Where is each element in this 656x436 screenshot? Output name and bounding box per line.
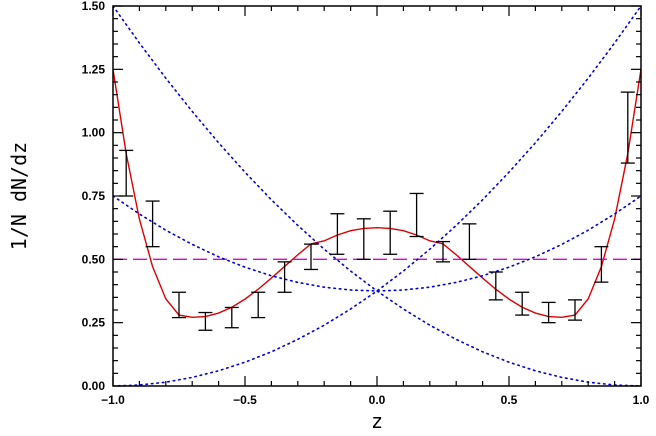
y-tick-label: 0.50	[82, 252, 106, 266]
y-tick-label: 1.25	[82, 62, 106, 76]
tick-label-layer: −1.0 −0.5 0.0 0.5 1.0 0.00 0.25 0.50 0.75 1.00 1.2…	[82, 0, 650, 407]
dotted-curve-1	[113, 6, 641, 386]
errorbar-point	[594, 246, 609, 283]
errorbar-point	[198, 311, 213, 331]
errorbar-point	[436, 240, 450, 263]
errorbar-point	[356, 218, 371, 260]
tick-layer	[112, 5, 642, 387]
y-tick-label: 0.00	[82, 379, 106, 393]
errorbar-point	[304, 243, 318, 271]
errorbar-point	[620, 91, 635, 164]
errorbar-point	[488, 271, 503, 301]
errorbar-point	[330, 213, 345, 255]
errorbar-point	[172, 291, 186, 319]
dotted-curve-2	[113, 6, 641, 386]
x-tick-label: −0.5	[233, 393, 257, 407]
errorbar-point	[383, 210, 398, 255]
x-tick-label: 1.0	[633, 393, 650, 407]
errorbar-point	[409, 192, 424, 238]
y-tick-label: 0.75	[82, 189, 106, 203]
dotted-curve-3	[113, 195, 641, 292]
fit-curve	[113, 69, 641, 319]
errorbar-point	[224, 306, 239, 329]
errorbar-point	[277, 261, 292, 293]
y-tick-label: 1.50	[82, 0, 106, 13]
errorbar-point	[541, 301, 556, 324]
x-tick-label: −1.0	[101, 393, 125, 407]
errorbar-point	[119, 149, 134, 197]
y-axis-title: 1/N dN/dz	[7, 142, 31, 250]
x-tick-label: 0.5	[501, 393, 518, 407]
y-tick-label: 0.25	[82, 316, 106, 330]
errorbar-point	[515, 291, 530, 316]
y-tick-label: 1.00	[82, 126, 106, 140]
errorbar-point	[568, 299, 582, 321]
curve-layer	[113, 6, 641, 386]
x-axis-title: z	[371, 409, 383, 433]
errorbar-point	[145, 200, 160, 248]
plot-frame	[112, 5, 642, 387]
errorbar-point	[462, 223, 477, 260]
errorbar-layer	[119, 91, 635, 331]
x-tick-label: 0.0	[369, 393, 386, 407]
errorbar-point	[251, 291, 266, 319]
